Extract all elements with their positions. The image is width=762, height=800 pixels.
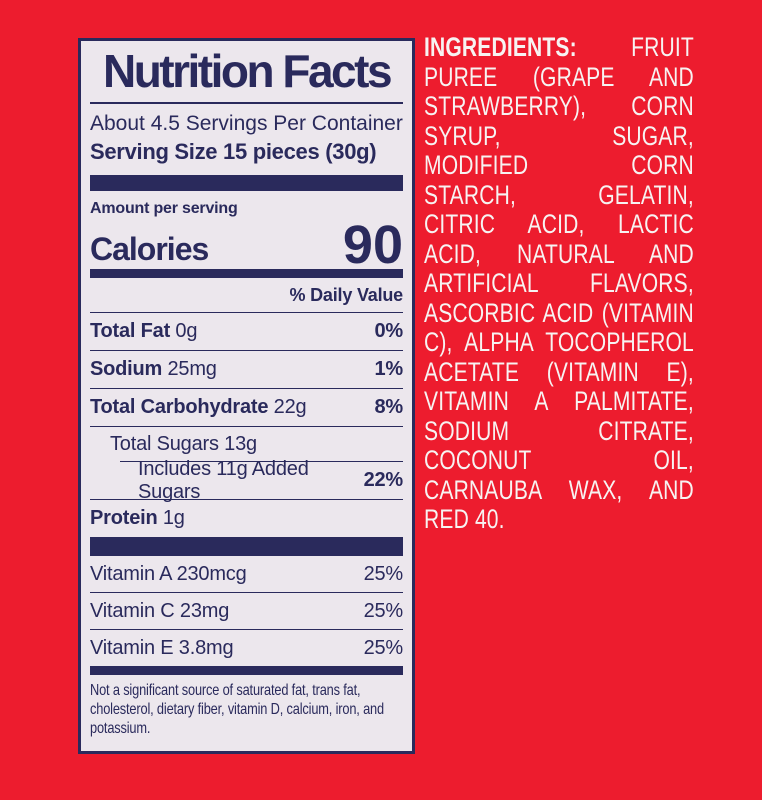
row-divider-inset [120,461,403,462]
nutrient-dv: 25% [363,562,404,585]
nutrient-name-amount: Total Sugars 13g [110,432,257,455]
nutrient-dv: 25% [363,636,404,659]
daily-value-header: % Daily Value [289,285,404,305]
thick-divider-top [90,175,403,191]
nutrient-dv: 22% [363,469,404,491]
nutrient-name-amount: Sodium 25mg [90,358,217,380]
nutrition-facts-title: Nutrition Facts [102,45,393,97]
title-divider [90,102,403,104]
medium-divider-footnote [90,666,403,675]
vitamin-row-e: Vitamin E 3.8mg 25% [90,630,403,666]
footnote-container: Not a significant source of saturated fa… [90,681,403,737]
nutrient-row-added-sugars: Includes 11g Added Sugars 22% [90,458,404,503]
thick-divider-vitamins [90,537,403,556]
nutrient-row-total-fat: Total Fat 0g 0% [90,313,403,350]
row-divider [90,499,403,500]
ingredients-text: FRUIT PUREE (GRAPE AND STRAWBERRY), CORN… [424,32,694,534]
calories-row: Calories 90 [90,215,403,275]
nutrient-dv: 1% [374,358,403,380]
nutrient-row-protein: Protein 1g [90,500,403,537]
nutrient-name-amount: Includes 11g Added Sugars [138,457,309,503]
nutrition-facts-panel: Nutrition Facts About 4.5 Servings Per C… [78,38,415,754]
calories-label: Calories [90,231,209,267]
medium-divider-calories [90,269,403,278]
nutrient-row-total-carbohydrate: Total Carbohydrate 22g 8% [90,389,403,426]
serving-size: Serving Size 15 pieces (30g) [90,139,377,164]
footnote-text: Not a significant source of saturated fa… [90,682,384,737]
nutrient-name-amount: Vitamin C 23mg [90,599,230,622]
ingredients-paragraph: INGREDIENTS: FRUIT PUREE (GRAPE AND STRA… [424,32,694,535]
nutrient-name-amount: Protein 1g [90,507,185,529]
nutrient-name-amount: Total Carbohydrate 22g [90,396,307,418]
nutrient-name-amount: Vitamin E 3.8mg [90,636,234,659]
row-divider [90,426,403,427]
ingredients-panel: INGREDIENTS: FRUIT PUREE (GRAPE AND STRA… [424,32,694,535]
row-divider [90,629,403,630]
nutrient-name-amount: Vitamin A 230mcg [90,562,247,585]
nutrient-dv: 8% [374,396,403,418]
row-divider [90,592,403,593]
row-divider [90,312,403,313]
calories-value: 90 [342,215,403,275]
vitamin-row-c: Vitamin C 23mg 25% [90,593,403,629]
nutrient-dv: 25% [363,599,404,622]
servings-per-container: About 4.5 Servings Per Container [90,112,403,135]
vitamin-row-a: Vitamin A 230mcg 25% [90,556,403,592]
amount-per-serving-label: Amount per serving [90,200,238,217]
row-divider [90,388,403,389]
nutrient-row-total-sugars: Total Sugars 13g [90,427,403,461]
nutrient-dv: 0% [374,320,403,342]
nutrient-row-sodium: Sodium 25mg 1% [90,351,403,388]
row-divider [90,350,403,351]
ingredients-label: INGREDIENTS: [424,32,577,62]
nutrient-name-amount: Total Fat 0g [90,320,198,342]
